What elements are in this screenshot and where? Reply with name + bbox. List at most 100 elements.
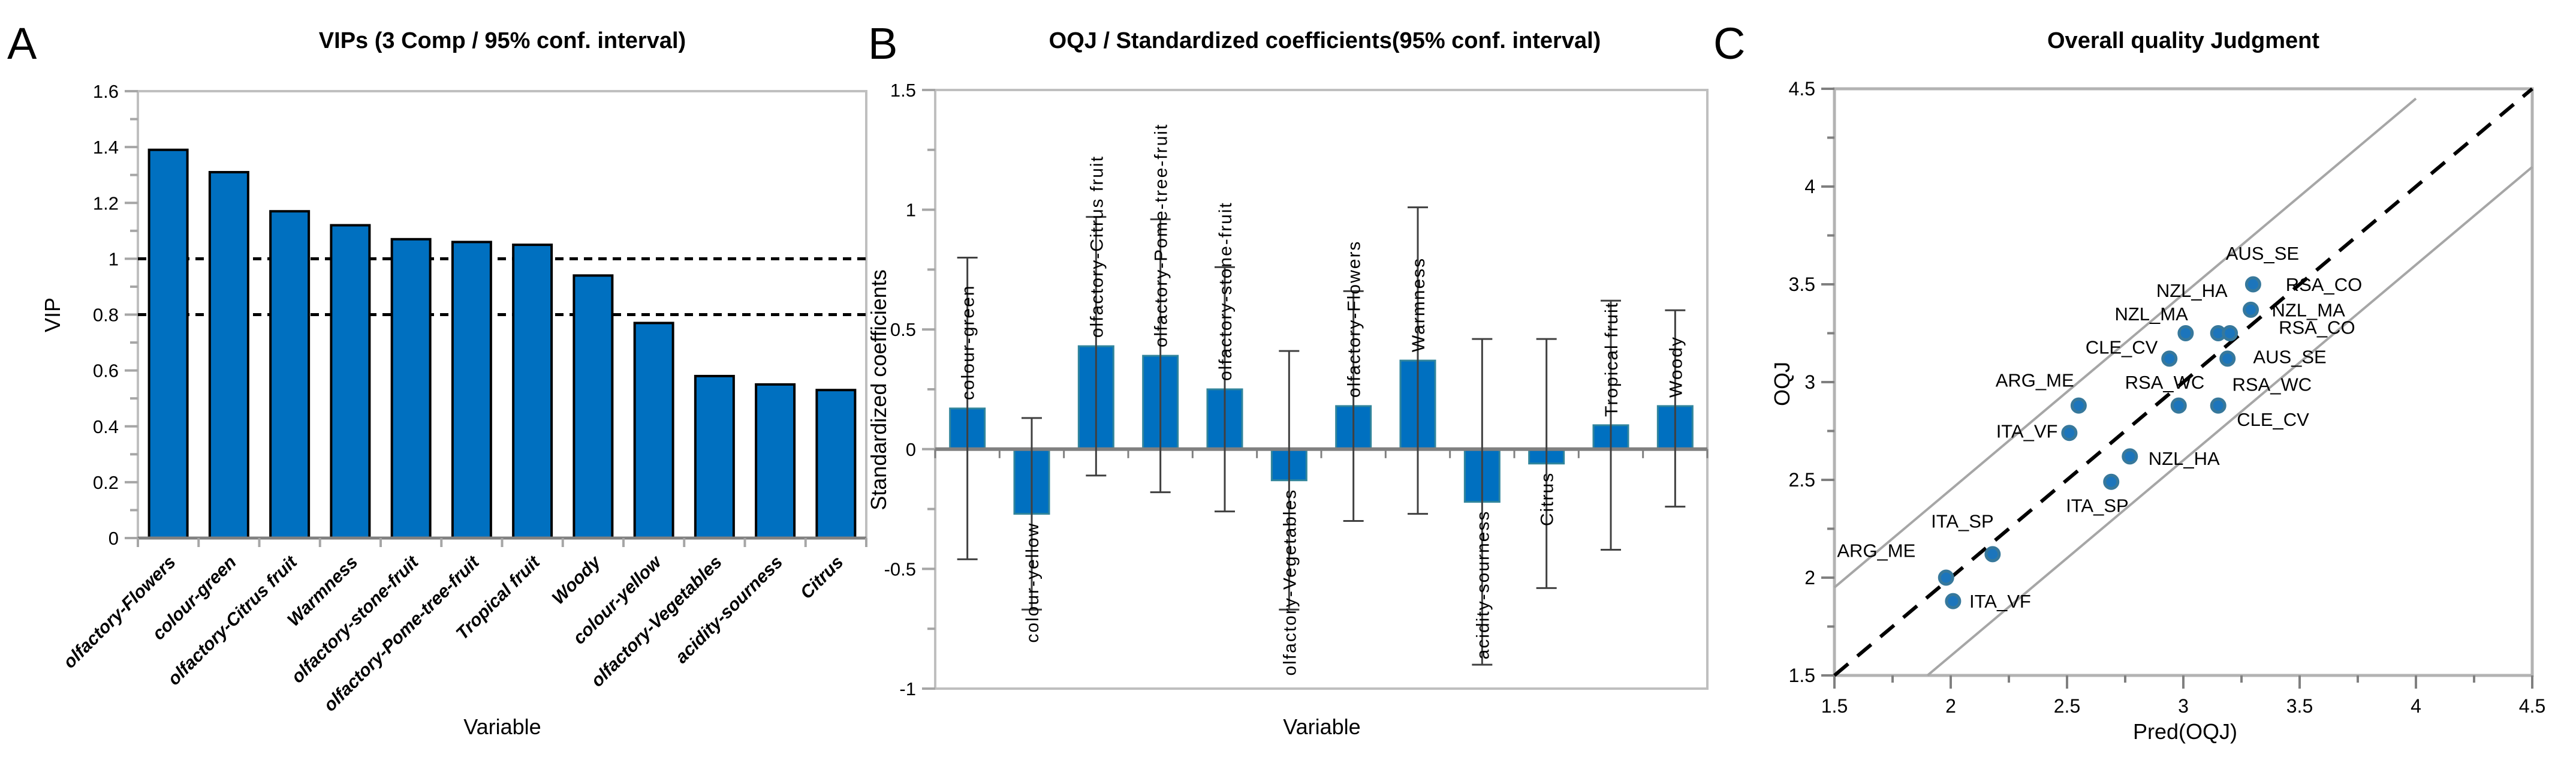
point-label: NZL_MA [2114, 304, 2188, 325]
data-point [2219, 350, 2236, 367]
panel-b-x-axis-title: Variable [1283, 714, 1360, 739]
panel-a-marks: 0 0.2 0.4 0.6 0.8 1 1.2 1.4 1.6 olfactory-Flowers… [59, 81, 867, 716]
point-label: AUS_SE [2253, 347, 2326, 368]
x-tick-label: 1.5 [1821, 695, 1848, 717]
data-point [2244, 276, 2261, 293]
bar [694, 374, 735, 539]
y-tick-label: 0.5 [890, 319, 916, 340]
y-tick-label: 0 [906, 439, 916, 460]
y-tick-label: 3 [1804, 371, 1815, 393]
data-point [2070, 397, 2087, 414]
bar [451, 241, 492, 539]
point-label: ITA_SP [1931, 510, 1994, 531]
y-tick-label: 2.5 [1789, 469, 1815, 491]
data-point [2210, 397, 2226, 414]
bar [573, 274, 614, 539]
bar [269, 210, 311, 539]
panel-c-letter: C [1713, 19, 1745, 68]
point-label: AUS_SE [2226, 243, 2299, 264]
data-point [2243, 301, 2259, 318]
point-label: RSA_CO [2279, 317, 2355, 338]
x-category-label: olfactory-Flowers [59, 552, 179, 672]
point-label: RSA_WC [2125, 372, 2205, 393]
y-tick-label: 4.5 [1789, 78, 1815, 100]
x-tick-label: 4 [2411, 695, 2421, 717]
y-tick-label: -0.5 [884, 558, 916, 579]
bar-category-label: colour-yellow [1023, 522, 1043, 643]
bar-category-label: Warmness [1409, 257, 1429, 352]
y-tick-label: 1.2 [93, 193, 119, 214]
data-point [1984, 546, 2001, 563]
point-label: NZL_MA [2271, 299, 2345, 320]
y-tick-label: 3.5 [1789, 274, 1815, 295]
y-tick-label: 1.5 [1789, 665, 1815, 686]
point-label: ITA_VF [1996, 421, 2058, 442]
point-label: NZL_HA [2156, 280, 2228, 301]
bar [208, 171, 249, 539]
panel-b-y-axis-title: Standardized coefficients [866, 269, 891, 510]
y-tick-label: 0.6 [93, 361, 119, 381]
panel-a-x-axis-title: Variable [463, 714, 541, 739]
data-point [2061, 425, 2078, 441]
panel-c-title: Overall quality Judgment [2047, 28, 2319, 53]
bar-category-label: colour-green [959, 284, 978, 399]
bar-category-label: Tropical fruit [1602, 302, 1622, 417]
point-label: ITA_SP [2066, 495, 2129, 516]
bar-category-label: acidity-sourness [1473, 510, 1493, 660]
point-label: CLE_CV [2237, 409, 2309, 430]
x-category-label: Woody [549, 552, 605, 609]
data-point [2222, 325, 2238, 341]
bar [330, 224, 371, 539]
bar-category-label: olfactory-Pome-tree-fruit [1152, 124, 1171, 347]
x-category-label: acidity-sourness [671, 552, 787, 668]
panel-a-title: VIPs (3 Comp / 95% conf. interval) [319, 28, 686, 53]
point-label: RSA_WC [2232, 374, 2312, 395]
confidence-line [1833, 97, 2417, 588]
data-point [1945, 593, 1962, 609]
x-tick-label: 3 [2178, 695, 2189, 717]
x-tick-label: 3.5 [2286, 695, 2313, 717]
data-point [2103, 473, 2120, 490]
y-tick-label: 0.8 [93, 305, 119, 326]
point-label: ARG_ME [1837, 540, 1915, 561]
x-category-label: Citrus [797, 552, 848, 603]
y-tick-label: 2 [1804, 567, 1815, 588]
data-point [2170, 397, 2187, 414]
y-tick-label: 1.4 [93, 137, 119, 158]
bar-category-label: olfactory-Citrus fruit [1087, 155, 1107, 338]
y-tick-label: 1 [906, 200, 916, 221]
y-tick-label: 0.2 [93, 472, 119, 493]
y-tick-label: 0.4 [93, 416, 119, 437]
panel-c-y-axis-title: OQJ [1770, 362, 1794, 406]
point-label: ARG_ME [1996, 370, 2074, 391]
bar [633, 322, 674, 539]
panel-a-letter: A [7, 19, 37, 68]
bar [390, 238, 432, 539]
data-point [2122, 448, 2138, 465]
bar-category-label: olfactory-stone-fruit [1216, 202, 1236, 381]
panel-a-y-axis-title: VIP [40, 298, 65, 332]
data-point [2161, 350, 2178, 367]
bar [512, 244, 553, 539]
panel-c-x-axis-title: Pred(OQJ) [2133, 719, 2237, 744]
panel-b-title: OQJ / Standardized coefficients(95% conf… [1049, 28, 1601, 53]
confidence-line [1926, 166, 2533, 677]
panel-b-marks: -1 -0.5 0 0.5 1 1.5 colour-green colour-yellow o… [884, 80, 1709, 699]
bar [147, 148, 189, 539]
y-tick-label: 0 [109, 528, 119, 549]
data-point [2177, 325, 2194, 341]
point-label: NZL_HA [2149, 448, 2220, 469]
bar [815, 389, 857, 539]
bar-category-label: olfactory-Flowers [1345, 241, 1364, 398]
bar-category-label: Woody [1666, 336, 1686, 398]
data-point [1938, 569, 1954, 586]
bar [755, 383, 796, 539]
panel-b-letter: B [868, 19, 897, 68]
x-tick-label: 4.5 [2519, 695, 2545, 717]
y-tick-label: 1 [109, 248, 119, 269]
plot-frame [934, 89, 1709, 690]
panel-c-marks: 1.5 1.5 2 2 2.5 2.5 3 3 3.5 3.5 4 4 4.5 4.5 AUS_SE RSA_… [1789, 78, 2546, 717]
bar-category-label: olfactory-Vegetables [1280, 489, 1300, 676]
